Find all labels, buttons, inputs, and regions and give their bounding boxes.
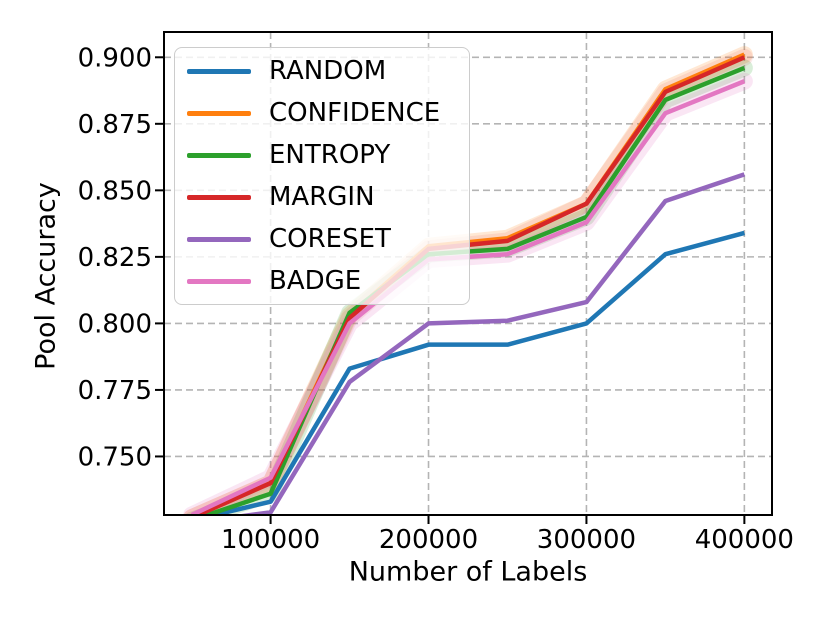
tick-labels: 100000 200000 300000 400000 0.750 0.775 0.800 0… (78, 43, 794, 555)
plot-border (163, 31, 773, 516)
legend-item-coreset: CORESET (187, 219, 457, 259)
legend-label-random: RANDOM (269, 56, 387, 86)
legend-label-margin: MARGIN (269, 182, 375, 212)
legend-swatch-entropy (187, 152, 251, 158)
legend-swatch-random (187, 68, 251, 74)
y-tick-label-0.775: 0.775 (78, 376, 152, 406)
y-tick-label-0.900: 0.900 (78, 43, 152, 73)
y-axis-label: Pool Accuracy (30, 182, 62, 370)
legend-item-badge: BADGE (187, 261, 457, 301)
legend-label-badge: BADGE (269, 266, 362, 296)
legend-label-entropy: ENTROPY (269, 140, 391, 170)
legend-swatch-badge (187, 278, 251, 284)
x-axis-label: Number of Labels (348, 556, 588, 588)
legend-label-confidence: CONFIDENCE (269, 98, 441, 128)
legend-item-margin: MARGIN (187, 177, 457, 217)
legend: RANDOM CONFIDENCE ENTROPY MARGIN CORESET BADG… (174, 47, 470, 305)
series-line-coreset (234, 172, 746, 515)
y-tick-label-0.800: 0.800 (78, 309, 152, 339)
axis-ticks (155, 56, 746, 524)
series-line-random (204, 230, 745, 515)
x-tick-label-200000: 200000 (379, 525, 478, 555)
legend-swatch-coreset (187, 236, 251, 242)
x-tick-label-100000: 100000 (221, 525, 320, 555)
x-tick-label-300000: 300000 (537, 525, 636, 555)
y-tick-label-0.825: 0.825 (78, 243, 152, 273)
y-tick-label-0.875: 0.875 (78, 110, 152, 140)
y-tick-label-0.850: 0.850 (78, 176, 152, 206)
legend-item-random: RANDOM (187, 51, 457, 91)
legend-item-entropy: ENTROPY (187, 135, 457, 175)
legend-item-confidence: CONFIDENCE (187, 93, 457, 133)
x-tick-label-400000: 400000 (695, 525, 794, 555)
legend-swatch-confidence (187, 110, 251, 116)
y-tick-label-0.750: 0.750 (78, 442, 152, 472)
legend-swatch-margin (187, 194, 251, 200)
legend-label-coreset: CORESET (269, 224, 391, 254)
